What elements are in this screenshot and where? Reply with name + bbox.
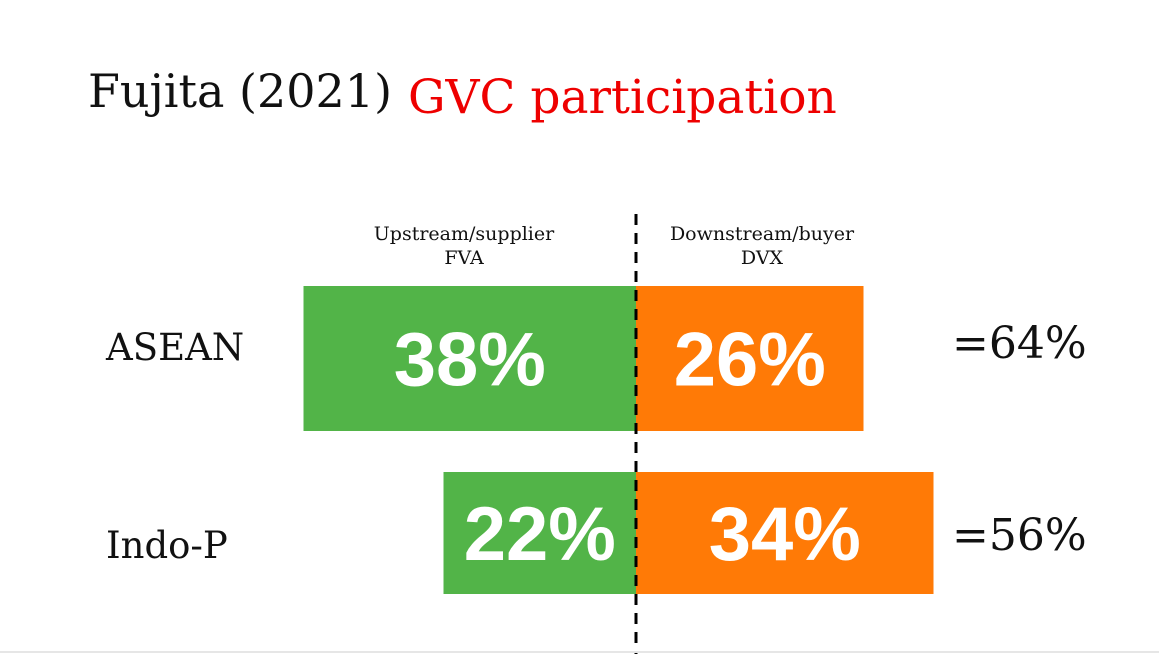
total-indo-p: =56%: [952, 510, 1087, 561]
total-asean: =64%: [952, 318, 1087, 369]
bar-label-upstream-asean: 38%: [394, 318, 546, 403]
upstream-header: Upstream/supplier FVA: [344, 222, 584, 270]
bar-label-downstream-indo-p: 34%: [709, 492, 861, 577]
title-topic: GVC participation: [408, 70, 837, 125]
upstream-header-line1: Upstream/supplier: [373, 223, 555, 245]
downstream-header: Downstream/buyer DVX: [642, 222, 882, 270]
bar-upstream-asean: [303, 286, 636, 431]
downstream-header-line1: Downstream/buyer: [669, 223, 855, 245]
bar-label-downstream-asean: 26%: [674, 318, 826, 403]
row-label-asean: ASEAN: [106, 326, 245, 369]
downstream-header-line2: DVX: [740, 247, 784, 269]
bar-downstream-indo-p: [636, 472, 934, 594]
upstream-header-line2: FVA: [444, 247, 484, 269]
row-label-indo-p: Indo-P: [106, 524, 228, 567]
bar-label-upstream-indo-p: 22%: [464, 492, 616, 577]
title-author: Fujita (2021): [88, 64, 393, 118]
bar-upstream-indo-p: [443, 472, 636, 594]
bar-downstream-asean: [636, 286, 864, 431]
slide-bottom-border: [0, 651, 1159, 653]
